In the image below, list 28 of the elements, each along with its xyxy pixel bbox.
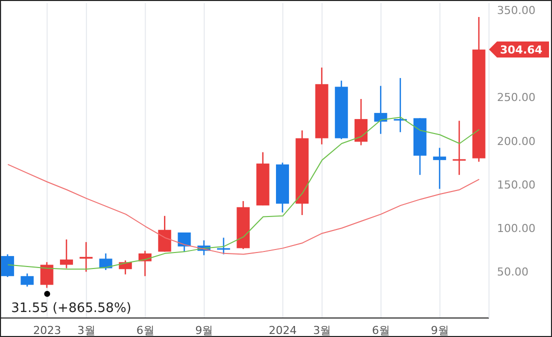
text: 304.64 xyxy=(500,44,543,57)
candlestick xyxy=(433,147,446,190)
x-tick-label: 2023 xyxy=(33,324,62,337)
y-tick-label: 150.00 xyxy=(497,178,536,192)
candlestick xyxy=(60,238,73,269)
x-tick-label: 2024 xyxy=(268,324,297,337)
y-tick-label: 50.00 xyxy=(497,266,528,279)
y-tick-label: 250.00 xyxy=(497,91,536,104)
candlestick xyxy=(158,215,172,252)
y-tick-label: 350.00 xyxy=(497,4,536,17)
candlestick xyxy=(354,98,368,146)
x-tick-label: 3월 xyxy=(313,324,332,337)
line-series xyxy=(7,164,480,255)
candlestick xyxy=(374,85,388,135)
annotation: 31.55 (+865.58%) xyxy=(11,300,132,316)
candlestick xyxy=(99,252,112,271)
x-tick-label: 9월 xyxy=(195,324,214,337)
x-tick-label: 9월 xyxy=(430,324,449,337)
x-tick-label: 3월 xyxy=(77,324,96,337)
x-tick-label: 6월 xyxy=(372,324,390,337)
x-tick-label: 6월 xyxy=(136,324,154,337)
candlestick xyxy=(217,237,230,255)
candlestick xyxy=(40,262,54,288)
y-tick-label: 100.00 xyxy=(497,222,536,236)
candlestick xyxy=(1,254,14,278)
candlestick xyxy=(452,120,466,176)
y-tick-label: 200.00 xyxy=(497,134,536,148)
candlestick xyxy=(20,272,34,288)
